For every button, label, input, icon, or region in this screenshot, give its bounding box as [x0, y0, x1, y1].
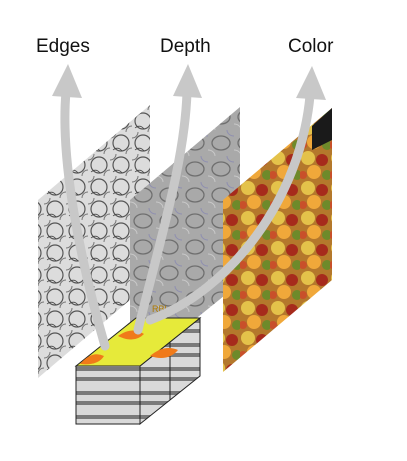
depth-arrow — [133, 64, 202, 335]
block-blob — [80, 354, 104, 365]
block-label: RBlos — [152, 304, 177, 314]
block-front-face — [75, 365, 141, 425]
block-top-face — [74, 317, 202, 367]
arrow-head-icon — [173, 64, 202, 98]
label-color: Color — [288, 36, 334, 57]
arrow-head-icon — [296, 66, 326, 100]
label-depth: Depth — [160, 36, 211, 57]
arrow-head-icon — [52, 64, 82, 98]
feature-block: RBlos — [74, 304, 202, 426]
edges-arrow — [52, 64, 110, 351]
color-arrow — [145, 66, 326, 325]
edges-panel — [38, 105, 150, 378]
depth-panel — [130, 107, 240, 372]
color-panel — [223, 108, 332, 372]
label-edges: Edges — [36, 36, 90, 57]
